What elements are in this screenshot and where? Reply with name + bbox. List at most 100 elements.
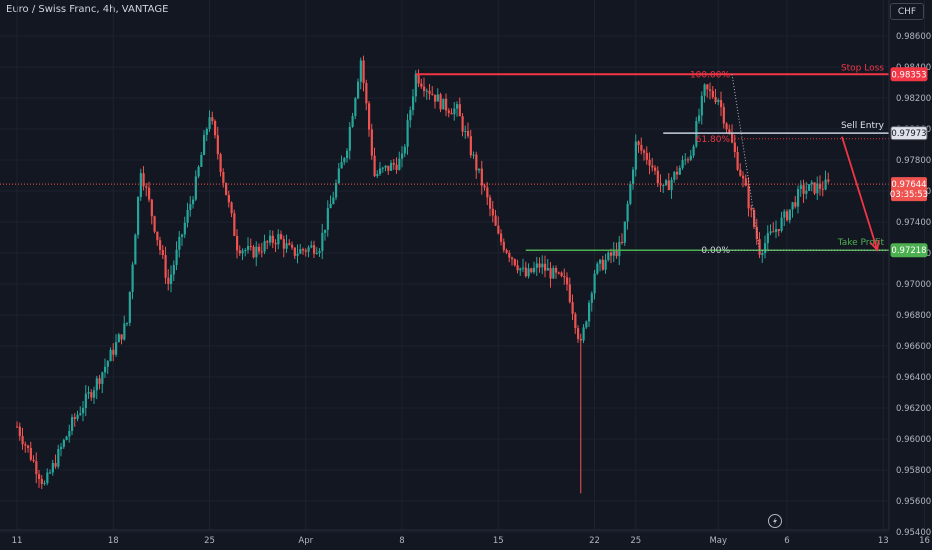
candle-body xyxy=(791,202,794,210)
candle-body xyxy=(428,90,431,94)
currency-button[interactable]: CHF xyxy=(890,3,924,20)
candle-body xyxy=(32,459,35,462)
candle-body xyxy=(280,234,283,240)
stop-loss-tag: 0.98353 xyxy=(890,67,928,82)
candle-body xyxy=(777,229,780,231)
candle-body xyxy=(104,366,107,373)
candle-body xyxy=(46,472,49,484)
candle-body xyxy=(406,120,409,147)
candle-body xyxy=(354,98,357,117)
candle-body xyxy=(676,171,679,175)
candle-body xyxy=(494,215,497,226)
candle-body xyxy=(263,241,266,252)
candle-body xyxy=(728,129,731,134)
time-axis[interactable]: 11 18 25 Apr 8 15 22 25 May 6 13 16 xyxy=(12,536,930,546)
candle-body xyxy=(139,173,142,198)
candle-body xyxy=(126,322,129,324)
candle-body xyxy=(772,231,775,233)
candle-body xyxy=(667,180,670,191)
candle-body xyxy=(304,250,307,252)
candle-body xyxy=(766,233,769,244)
candle-body xyxy=(376,173,379,177)
price-axis[interactable]: 0.986000.984000.982000.980000.978000.976… xyxy=(896,32,931,538)
candle-body xyxy=(255,246,258,258)
stop-loss-tag-bg xyxy=(890,67,928,82)
candle-body xyxy=(98,378,101,384)
candle-body xyxy=(106,361,109,367)
candle-body xyxy=(758,239,761,255)
candle-body xyxy=(84,393,87,409)
candle-body xyxy=(392,163,395,165)
price-tick-label: 0.95600 xyxy=(896,497,931,507)
candle-body xyxy=(571,302,574,314)
candle-body xyxy=(120,334,123,340)
candle-body xyxy=(401,153,404,159)
candle-body xyxy=(395,164,398,170)
current-price-tag-bg xyxy=(891,177,927,202)
candle-body xyxy=(505,250,508,253)
candle-body xyxy=(607,252,610,260)
projection-arrow xyxy=(841,136,879,251)
candle-body xyxy=(519,268,522,271)
candle-body xyxy=(486,187,489,198)
candle-body xyxy=(62,439,65,447)
candle-body xyxy=(530,268,533,273)
candle-body xyxy=(302,249,305,251)
candle-body xyxy=(260,251,263,253)
candle-body xyxy=(552,267,555,279)
lightning-icon[interactable] xyxy=(768,514,782,528)
candle-body xyxy=(60,446,63,450)
candle-body xyxy=(643,150,646,153)
candle-body xyxy=(95,378,98,391)
candle-body xyxy=(813,182,816,194)
candle-body xyxy=(178,236,181,250)
candle-body xyxy=(423,86,426,91)
grid xyxy=(0,0,925,533)
candle-body xyxy=(816,183,819,194)
candle-body xyxy=(731,133,734,143)
candle-body xyxy=(720,100,723,108)
candle-body xyxy=(681,160,684,168)
candle-body xyxy=(324,229,327,233)
candle-body xyxy=(808,184,811,191)
candle-body xyxy=(348,126,351,151)
candle-body xyxy=(579,338,582,341)
candle-body xyxy=(49,472,52,474)
candle-body xyxy=(764,243,767,254)
candle-body xyxy=(249,246,252,248)
candle-body xyxy=(453,108,456,115)
candle-body xyxy=(21,436,24,445)
time-tick-label: 25 xyxy=(630,536,641,546)
candle-body xyxy=(252,246,255,258)
candle-body xyxy=(601,259,604,270)
candle-body xyxy=(467,130,470,137)
candle-body xyxy=(161,249,164,256)
candle-body xyxy=(277,234,280,245)
candle-body xyxy=(76,414,79,419)
candle-body xyxy=(329,203,332,209)
candle-body xyxy=(524,267,527,277)
candle-body xyxy=(780,217,783,231)
candle-body xyxy=(596,263,599,274)
candle-body xyxy=(310,245,313,248)
candle-body xyxy=(258,246,261,252)
candle-body xyxy=(464,130,467,132)
candle-body xyxy=(458,104,461,117)
candle-body xyxy=(478,168,481,171)
candle-body xyxy=(546,268,549,271)
candle-body xyxy=(632,169,635,184)
countdown-text: 03:35:53 xyxy=(890,190,928,200)
candle-body xyxy=(379,168,382,174)
candle-body xyxy=(233,213,236,236)
candle-body xyxy=(786,211,789,221)
candle-body xyxy=(175,249,178,266)
candle-body xyxy=(216,135,219,155)
candle-body xyxy=(736,152,739,170)
candle-body xyxy=(670,179,673,191)
drawings: 100.00% 61.80% 0.00% Stop Loss Sell Entry Tak… xyxy=(0,63,889,256)
candle-body xyxy=(750,208,753,211)
candle-body xyxy=(436,94,439,102)
candle-body xyxy=(689,155,692,160)
candle-body xyxy=(387,165,390,171)
